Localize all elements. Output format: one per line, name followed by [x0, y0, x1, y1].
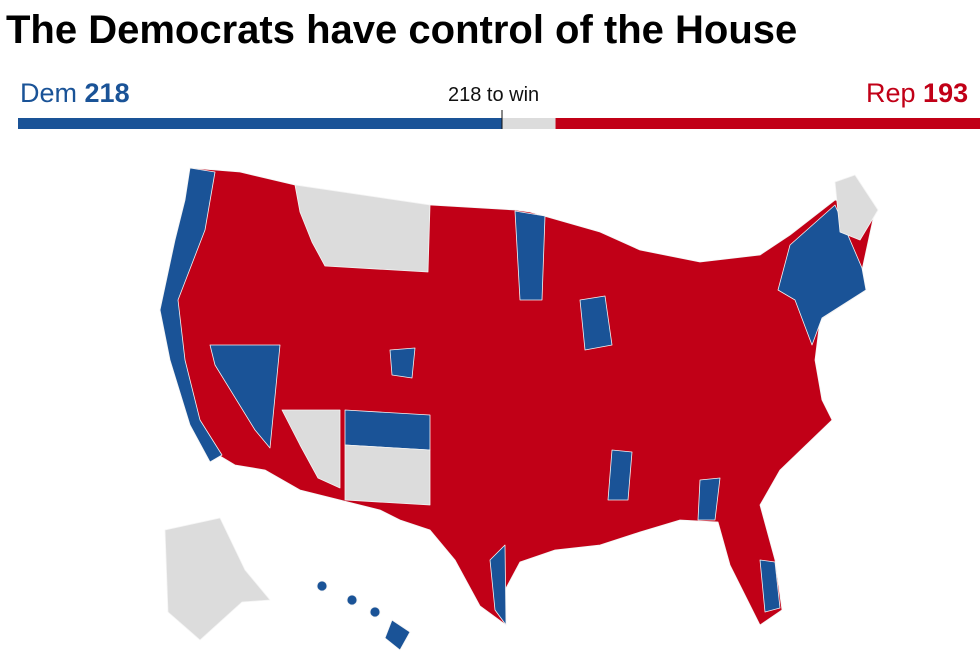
majority-label: 218 to win — [448, 84, 540, 106]
map-rep-area — [159, 167, 876, 626]
map-dem-florida — [759, 559, 781, 613]
dem-bar — [18, 118, 502, 129]
map-dem-nevada — [209, 344, 281, 449]
map-gray-nm — [344, 444, 431, 506]
rep-label: Rep — [866, 78, 916, 108]
map-dem-colorado — [389, 347, 416, 379]
map-dem-miss — [607, 449, 633, 501]
map-gray-montana — [294, 184, 431, 273]
dem-label: Dem — [20, 78, 78, 108]
map-dem-texas — [489, 544, 507, 626]
island — [316, 580, 328, 592]
rep-seats: 193 — [923, 78, 969, 108]
dem-count: Dem 218 — [20, 78, 130, 109]
island — [369, 606, 381, 618]
island — [384, 619, 411, 651]
map-hawaii — [316, 580, 411, 651]
map-gray-alaska — [164, 517, 271, 641]
map-dem-coast — [159, 167, 223, 463]
rep-bar — [555, 118, 980, 129]
map-dem-chicago — [579, 295, 613, 351]
seat-bar — [18, 110, 980, 129]
map-dem-georgia — [697, 477, 721, 521]
island — [346, 594, 358, 606]
map-dem-minnesota — [514, 210, 546, 301]
map-gray-arizona — [281, 409, 341, 489]
headline: The Democrats have control of the House — [6, 8, 798, 52]
rep-count: Rep 193 — [866, 78, 968, 109]
map-gray-maine — [834, 174, 879, 241]
map-dem-nm — [344, 409, 431, 451]
dem-seats: 218 — [84, 78, 130, 108]
